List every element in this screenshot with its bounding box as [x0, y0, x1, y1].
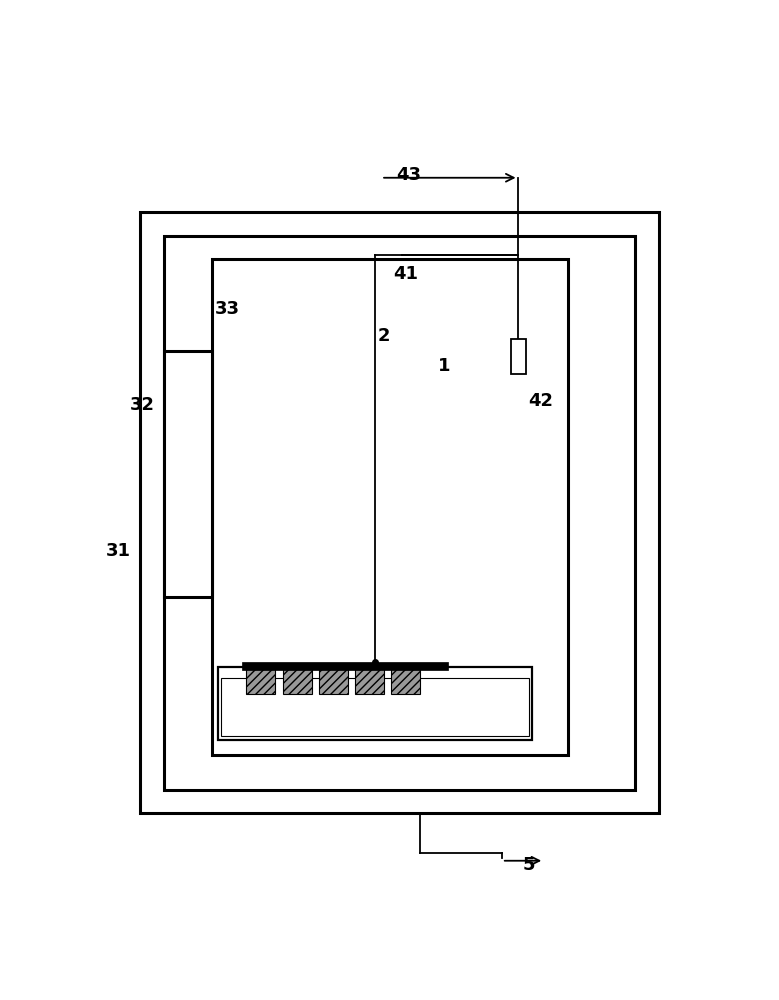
Bar — [391, 669, 421, 694]
Bar — [283, 669, 312, 694]
Bar — [164, 351, 212, 597]
Bar — [319, 669, 348, 694]
Bar — [246, 669, 276, 694]
Text: 41: 41 — [393, 265, 418, 283]
Bar — [221, 678, 529, 736]
Text: 33: 33 — [215, 300, 240, 318]
Text: 42: 42 — [529, 392, 554, 410]
Bar — [242, 662, 447, 670]
Bar — [319, 669, 348, 694]
Bar — [218, 667, 532, 740]
Bar — [391, 669, 421, 694]
Bar — [283, 669, 312, 694]
Text: 5: 5 — [523, 856, 535, 874]
Text: 43: 43 — [396, 166, 421, 184]
Text: 1: 1 — [439, 357, 451, 375]
Text: 31: 31 — [106, 542, 131, 560]
Bar — [355, 669, 384, 694]
Text: 32: 32 — [130, 396, 155, 414]
Text: 2: 2 — [378, 327, 390, 345]
Bar — [164, 235, 635, 790]
Bar — [139, 212, 659, 813]
Bar — [355, 669, 384, 694]
Bar — [212, 259, 569, 755]
Bar — [511, 339, 526, 374]
Bar — [246, 669, 276, 694]
